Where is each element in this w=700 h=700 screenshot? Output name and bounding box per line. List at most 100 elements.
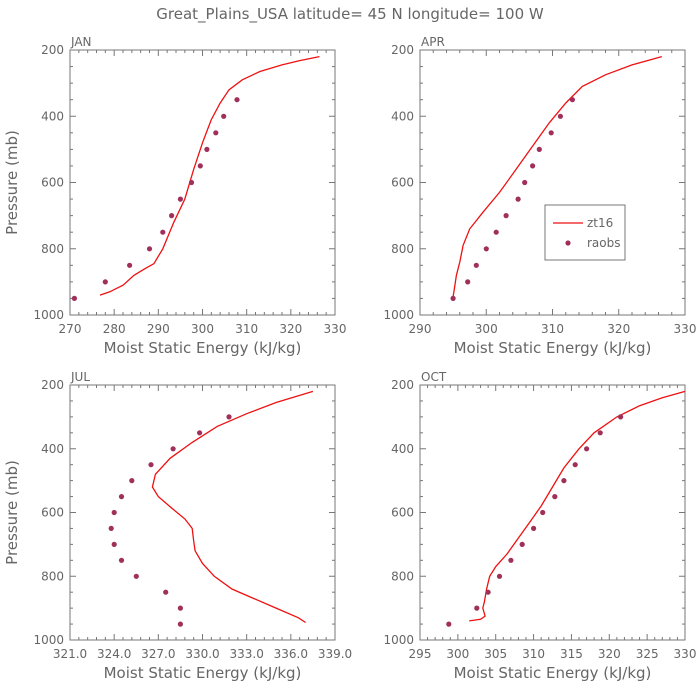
data-point-raobs [118,557,125,563]
x-tick-label: 310 [541,322,564,336]
x-tick-label: 300 [191,322,214,336]
data-point-raobs [111,509,117,516]
data-point-raobs [496,573,503,579]
data-point-raobs [531,525,537,532]
y-tick-label: 1000 [33,308,64,322]
panel-label: JAN [70,35,92,49]
data-point-raobs [163,589,169,595]
x-tick-label: 320 [279,322,302,336]
y-tick-label: 200 [391,378,414,392]
x-tick-label: 300 [475,322,498,336]
x-tick-label: 295 [409,647,432,661]
x-tick-label: 310 [235,322,258,336]
legend-point-swatch [565,240,571,246]
data-point-raobs [102,279,108,285]
y-tick-label: 200 [391,43,414,57]
x-tick-label: 325 [636,647,659,661]
y-tick-label: 600 [391,176,414,190]
data-point-raobs [146,246,153,252]
x-axis-label: Moist Static Energy (kJ/kg) [454,339,652,357]
plot-frame [419,384,686,641]
panel-label: OCT [421,370,447,384]
data-point-raobs [177,196,183,202]
data-point-raobs [177,605,183,611]
x-tick-label: 330 [324,322,347,336]
y-tick-label: 800 [41,242,64,256]
data-point-raobs [169,213,175,219]
y-tick-label: 600 [391,506,414,520]
data-point-raobs [530,163,536,169]
data-point-raobs [188,179,195,186]
x-tick-label: 310 [522,647,545,661]
series-line-zt16 [99,55,320,296]
x-tick-label: 315 [560,647,583,661]
data-point-raobs [561,478,567,484]
data-point-raobs [226,414,232,420]
data-point-raobs [618,414,624,420]
y-tick-label: 600 [41,506,64,520]
y-tick-label: 400 [41,442,64,456]
x-tick-label: 327.0 [141,647,175,661]
data-point-raobs [552,494,558,500]
data-point-raobs [522,179,528,186]
x-tick-label: 333.0 [229,647,263,661]
x-tick-label: 290 [409,322,432,336]
data-point-raobs [536,146,542,152]
data-point-raobs [177,621,183,627]
x-tick-label: 290 [147,322,170,336]
data-point-raobs [111,541,117,548]
plot-frame [69,49,336,316]
data-point-raobs [572,462,578,468]
series-line-zt16 [469,390,686,622]
y-tick-label: 1000 [383,633,414,647]
x-tick-label: 339.0 [318,647,352,661]
y-tick-label: 800 [391,569,414,583]
y-tick-label: 200 [41,43,64,57]
plot-frame [69,384,336,641]
x-tick-label: 305 [484,647,507,661]
x-tick-label: 321.0 [53,647,87,661]
x-axis-label: Moist Static Energy (kJ/kg) [454,664,652,682]
x-tick-label: 270 [59,322,82,336]
x-tick-label: 320 [598,647,621,661]
data-point-raobs [221,113,227,119]
data-point-raobs [197,430,203,436]
x-tick-label: 330.0 [185,647,219,661]
x-tick-label: 330 [674,647,697,661]
x-tick-label: 324.0 [97,647,131,661]
data-point-raobs [133,573,139,579]
data-point-raobs [129,478,135,484]
legend-entry-label: zt16 [587,216,613,230]
y-tick-label: 200 [41,378,64,392]
panel-label: JUL [70,370,90,384]
panel-jan: 270 280 290 300 310 320 330 200 400 600 800 1000 JAN… [3,35,346,357]
data-point-raobs [71,295,77,301]
y-tick-label: 400 [391,442,414,456]
data-point-raobs [584,446,590,452]
data-point-raobs [465,279,471,285]
figure-title: Great_Plains_USA latitude= 45 N longitud… [156,5,544,24]
y-tick-label: 800 [41,569,64,583]
data-point-raobs [519,541,525,548]
data-point-raobs [483,246,489,252]
data-point-raobs [213,130,219,136]
x-tick-label: 320 [607,322,630,336]
series-line-zt16 [452,55,662,297]
data-point-raobs [503,213,509,219]
y-tick-label: 400 [391,109,414,123]
panel-oct: 295 300 305 310 315 320 325 330 200 400 600 800 1000… [383,370,696,682]
y-axis-label: Pressure (mb) [3,130,21,235]
legend-box [544,204,626,261]
data-point-raobs [540,509,546,516]
panel-label: APR [421,35,445,49]
panels: 270 280 290 300 310 320 330 200 400 600 800 1000 JAN… [3,35,696,682]
data-point-raobs [557,113,564,119]
y-axis-label: Pressure (mb) [3,460,21,565]
data-point-raobs [548,130,554,136]
data-point-raobs [446,621,452,627]
data-point-raobs [515,196,521,202]
data-point-raobs [197,163,203,169]
x-axis-label: Moist Static Energy (kJ/kg) [104,664,302,682]
data-point-raobs [127,262,133,268]
